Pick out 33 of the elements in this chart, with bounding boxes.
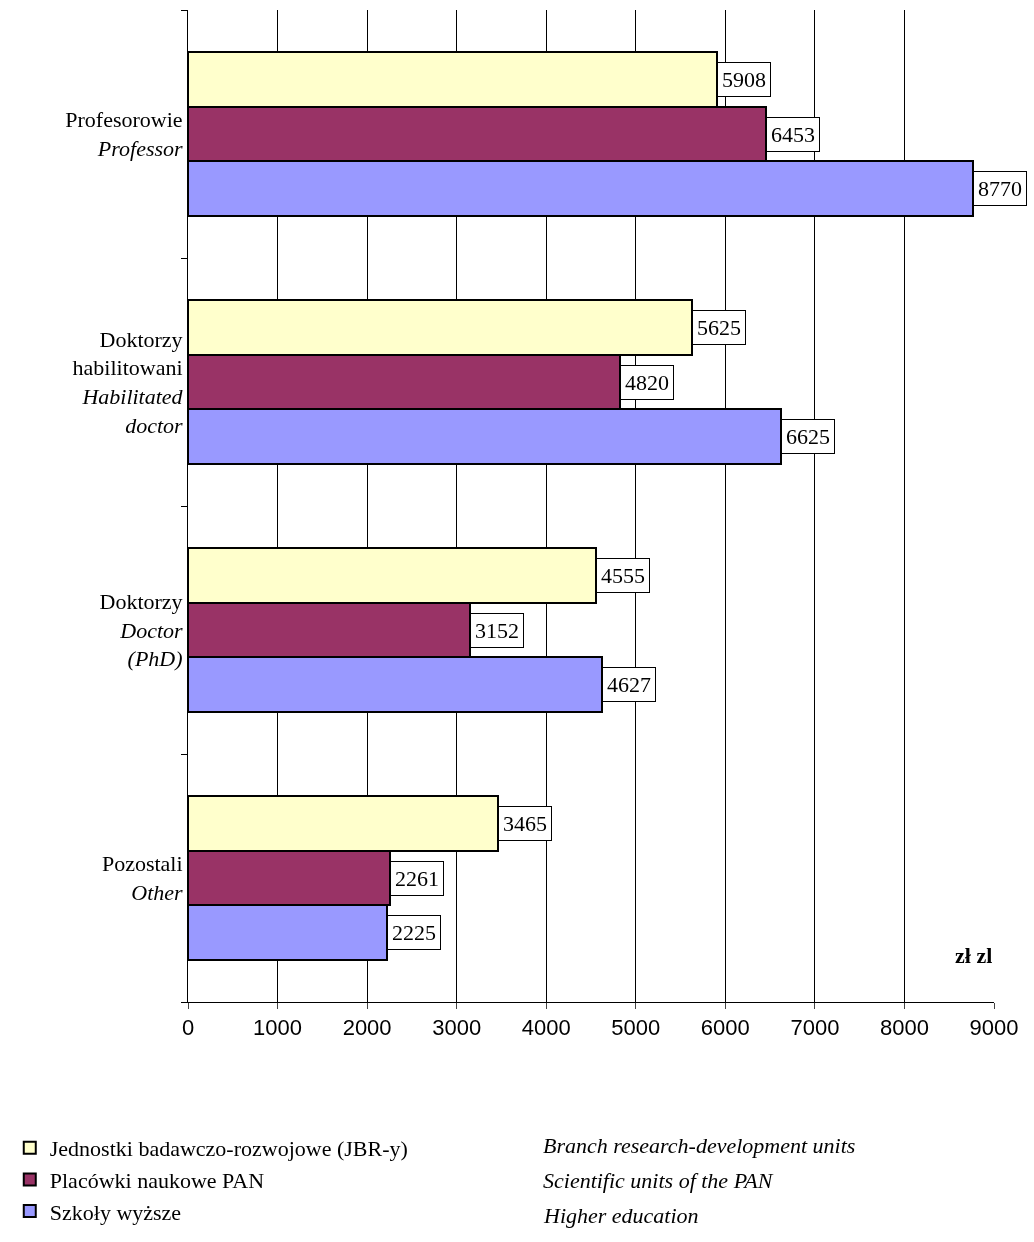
x-tick-label: 9000: [969, 1015, 1019, 1041]
data-label: 5908: [722, 67, 766, 92]
y-tick-label: Profesorowie Professor: [65, 107, 184, 161]
data-label: 5625: [697, 315, 741, 340]
text: Scientific units of the PAN: [543, 1168, 774, 1193]
y-tick-label: Doktorzy habilitowani Habilitated doctor: [72, 326, 184, 438]
data-label: 4555: [601, 563, 645, 588]
x-tick-label: 4000: [521, 1015, 571, 1041]
x-tick-label: 1000: [253, 1015, 303, 1041]
x-tick-label: 6000: [700, 1015, 750, 1041]
x-tick-label: 8000: [879, 1015, 929, 1041]
data-label: 3152: [475, 618, 519, 643]
data-label: 6453: [771, 122, 815, 147]
data-label: 8770: [978, 176, 1022, 201]
legend-label: Szkoły wyższe: [49, 1199, 182, 1225]
x-axis-title: zł zl: [955, 943, 993, 968]
x-tick-label: 0: [181, 1015, 195, 1041]
x-tick-label: 5000: [611, 1015, 661, 1041]
data-label: 4627: [607, 672, 651, 697]
x-tick-label: 7000: [790, 1015, 840, 1041]
data-label: 2225: [392, 920, 436, 945]
text: Higher education: [543, 1203, 699, 1228]
y-tick-label: Doktorzy Doctor (PhD): [99, 589, 184, 672]
legend-label: Placówki naukowe PAN: [49, 1167, 265, 1193]
x-tick-label: 2000: [342, 1015, 392, 1041]
x-tick-label: 3000: [432, 1015, 482, 1041]
data-label: 2261: [395, 866, 439, 891]
text: Branch research-development units: [543, 1133, 856, 1158]
data-label: 4820: [625, 370, 669, 395]
data-label: 3465: [503, 811, 547, 836]
y-tick-label: Pozostali Other: [101, 851, 184, 905]
legend-label: Jednostki badawczo-rozwojowe (JBR-y): [49, 1136, 408, 1162]
data-label: 6625: [786, 424, 830, 449]
